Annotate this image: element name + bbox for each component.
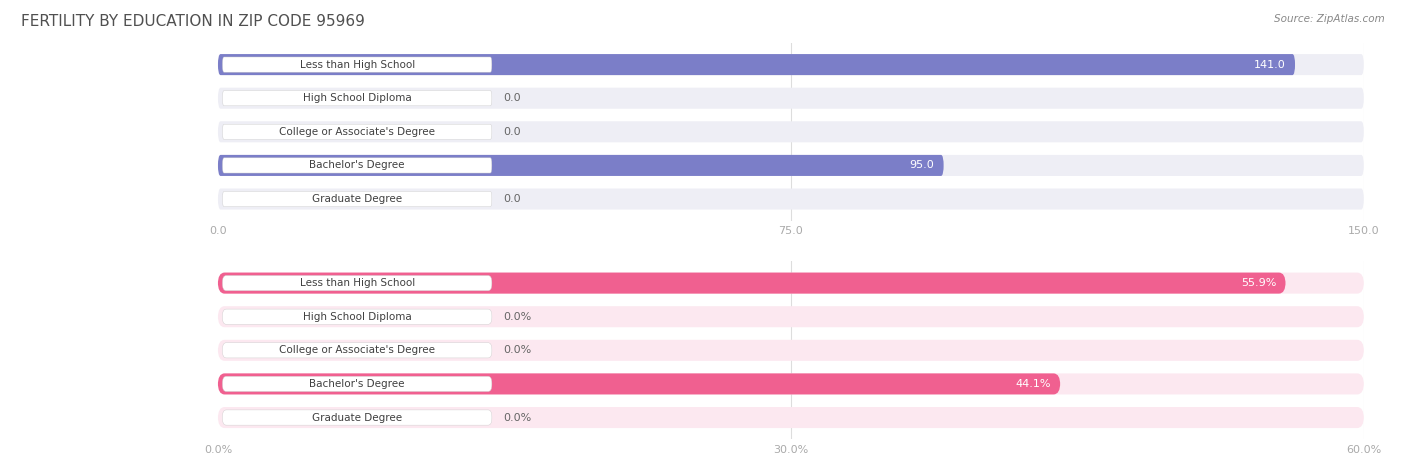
- Text: 55.9%: 55.9%: [1241, 278, 1277, 288]
- FancyBboxPatch shape: [218, 54, 1364, 75]
- FancyBboxPatch shape: [218, 340, 1364, 361]
- FancyBboxPatch shape: [218, 121, 1364, 142]
- FancyBboxPatch shape: [218, 373, 1060, 394]
- Text: Bachelor's Degree: Bachelor's Degree: [309, 161, 405, 171]
- Text: Less than High School: Less than High School: [299, 278, 415, 288]
- Text: 0.0: 0.0: [503, 127, 520, 137]
- Text: 141.0: 141.0: [1254, 59, 1286, 70]
- FancyBboxPatch shape: [218, 306, 1364, 327]
- FancyBboxPatch shape: [222, 191, 492, 207]
- Text: College or Associate's Degree: College or Associate's Degree: [280, 345, 434, 355]
- Text: High School Diploma: High School Diploma: [302, 312, 412, 322]
- Text: Bachelor's Degree: Bachelor's Degree: [309, 379, 405, 389]
- FancyBboxPatch shape: [218, 189, 1364, 209]
- Text: College or Associate's Degree: College or Associate's Degree: [280, 127, 434, 137]
- FancyBboxPatch shape: [218, 273, 1285, 294]
- Text: 0.0%: 0.0%: [503, 312, 531, 322]
- FancyBboxPatch shape: [222, 276, 492, 291]
- FancyBboxPatch shape: [218, 407, 1364, 428]
- Text: 95.0: 95.0: [910, 161, 935, 171]
- FancyBboxPatch shape: [222, 410, 492, 425]
- FancyBboxPatch shape: [218, 155, 943, 176]
- FancyBboxPatch shape: [222, 309, 492, 324]
- Text: Source: ZipAtlas.com: Source: ZipAtlas.com: [1274, 14, 1385, 24]
- Text: 0.0: 0.0: [503, 93, 520, 103]
- Text: Less than High School: Less than High School: [299, 59, 415, 70]
- FancyBboxPatch shape: [218, 373, 1364, 394]
- Text: Graduate Degree: Graduate Degree: [312, 412, 402, 423]
- Text: 0.0%: 0.0%: [503, 412, 531, 423]
- Text: 44.1%: 44.1%: [1015, 379, 1052, 389]
- FancyBboxPatch shape: [218, 54, 1295, 75]
- FancyBboxPatch shape: [218, 155, 1364, 176]
- Text: 0.0: 0.0: [503, 194, 520, 204]
- FancyBboxPatch shape: [222, 342, 492, 358]
- FancyBboxPatch shape: [222, 158, 492, 173]
- Text: Graduate Degree: Graduate Degree: [312, 194, 402, 204]
- FancyBboxPatch shape: [222, 124, 492, 140]
- FancyBboxPatch shape: [222, 57, 492, 72]
- Text: FERTILITY BY EDUCATION IN ZIP CODE 95969: FERTILITY BY EDUCATION IN ZIP CODE 95969: [21, 14, 366, 29]
- FancyBboxPatch shape: [222, 376, 492, 391]
- FancyBboxPatch shape: [222, 91, 492, 106]
- Text: High School Diploma: High School Diploma: [302, 93, 412, 103]
- Text: 0.0%: 0.0%: [503, 345, 531, 355]
- FancyBboxPatch shape: [218, 88, 1364, 109]
- FancyBboxPatch shape: [218, 273, 1364, 294]
